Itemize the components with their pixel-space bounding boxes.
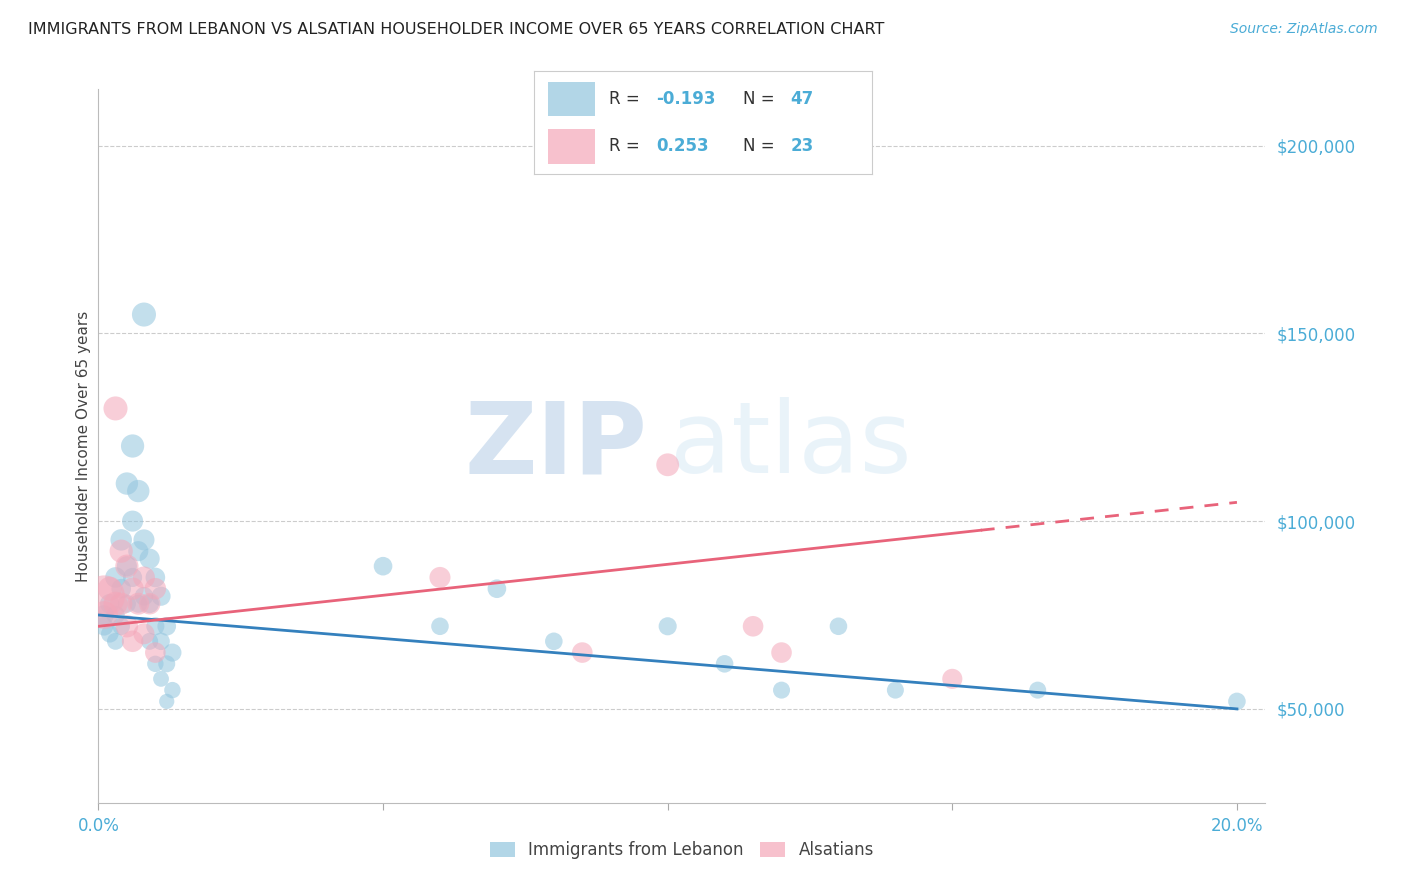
Point: [138, 551, 160, 566]
Point: [571, 646, 593, 660]
Point: [162, 683, 184, 698]
Text: IMMIGRANTS FROM LEBANON VS ALSATIAN HOUSEHOLDER INCOME OVER 65 YEARS CORRELATION: IMMIGRANTS FROM LEBANON VS ALSATIAN HOUS…: [28, 22, 884, 37]
Point: [827, 619, 849, 633]
Y-axis label: Householder Income Over 65 years: Householder Income Over 65 years: [76, 310, 91, 582]
Point: [138, 634, 160, 648]
Point: [127, 597, 149, 611]
Point: [429, 570, 451, 584]
Point: [143, 646, 166, 660]
Text: R =: R =: [609, 90, 644, 108]
Point: [93, 619, 115, 633]
Text: 0.253: 0.253: [655, 137, 709, 155]
Text: 23: 23: [790, 137, 814, 155]
Text: Source: ZipAtlas.com: Source: ZipAtlas.com: [1230, 22, 1378, 37]
Point: [104, 597, 127, 611]
Point: [93, 607, 115, 622]
Text: atlas: atlas: [671, 398, 912, 494]
Point: [1226, 694, 1249, 708]
Point: [156, 619, 179, 633]
Point: [162, 646, 184, 660]
Point: [110, 533, 132, 547]
Point: [156, 694, 179, 708]
Bar: [548, 81, 595, 117]
Point: [143, 619, 166, 633]
Point: [104, 570, 127, 584]
Point: [132, 570, 155, 584]
Point: [98, 597, 121, 611]
Point: [150, 672, 173, 686]
Text: R =: R =: [609, 137, 650, 155]
Point: [657, 458, 679, 472]
Point: [110, 544, 132, 558]
Point: [121, 514, 143, 528]
Bar: [548, 128, 595, 163]
Text: -0.193: -0.193: [655, 90, 716, 108]
Point: [941, 672, 963, 686]
Point: [150, 634, 173, 648]
Legend: Immigrants from Lebanon, Alsatians: Immigrants from Lebanon, Alsatians: [484, 835, 880, 866]
Point: [104, 634, 127, 648]
Point: [115, 619, 138, 633]
Point: [884, 683, 907, 698]
Point: [110, 582, 132, 596]
Point: [150, 589, 173, 603]
Point: [127, 597, 149, 611]
Point: [138, 597, 160, 611]
Point: [742, 619, 765, 633]
Text: N =: N =: [744, 90, 780, 108]
Text: 47: 47: [790, 90, 814, 108]
Point: [104, 607, 127, 622]
Point: [156, 657, 179, 671]
Point: [98, 582, 121, 596]
Point: [115, 476, 138, 491]
Point: [132, 589, 155, 603]
Point: [98, 627, 121, 641]
Point: [143, 657, 166, 671]
Point: [543, 634, 565, 648]
Point: [110, 619, 132, 633]
Point: [127, 484, 149, 499]
Point: [121, 439, 143, 453]
Point: [143, 582, 166, 596]
Point: [371, 559, 394, 574]
Point: [657, 619, 679, 633]
Point: [121, 570, 143, 584]
Point: [121, 634, 143, 648]
Point: [132, 533, 155, 547]
Text: ZIP: ZIP: [464, 398, 647, 494]
Point: [110, 597, 132, 611]
Point: [115, 559, 138, 574]
Point: [143, 570, 166, 584]
Point: [127, 544, 149, 558]
Point: [104, 401, 127, 416]
Point: [115, 559, 138, 574]
Point: [713, 657, 735, 671]
Point: [115, 597, 138, 611]
Point: [1026, 683, 1049, 698]
Point: [485, 582, 508, 596]
Point: [132, 308, 155, 322]
Point: [138, 597, 160, 611]
Point: [132, 627, 155, 641]
Point: [770, 683, 793, 698]
Point: [429, 619, 451, 633]
Point: [93, 589, 115, 603]
Point: [93, 607, 115, 622]
Point: [121, 582, 143, 596]
Text: N =: N =: [744, 137, 780, 155]
Point: [770, 646, 793, 660]
